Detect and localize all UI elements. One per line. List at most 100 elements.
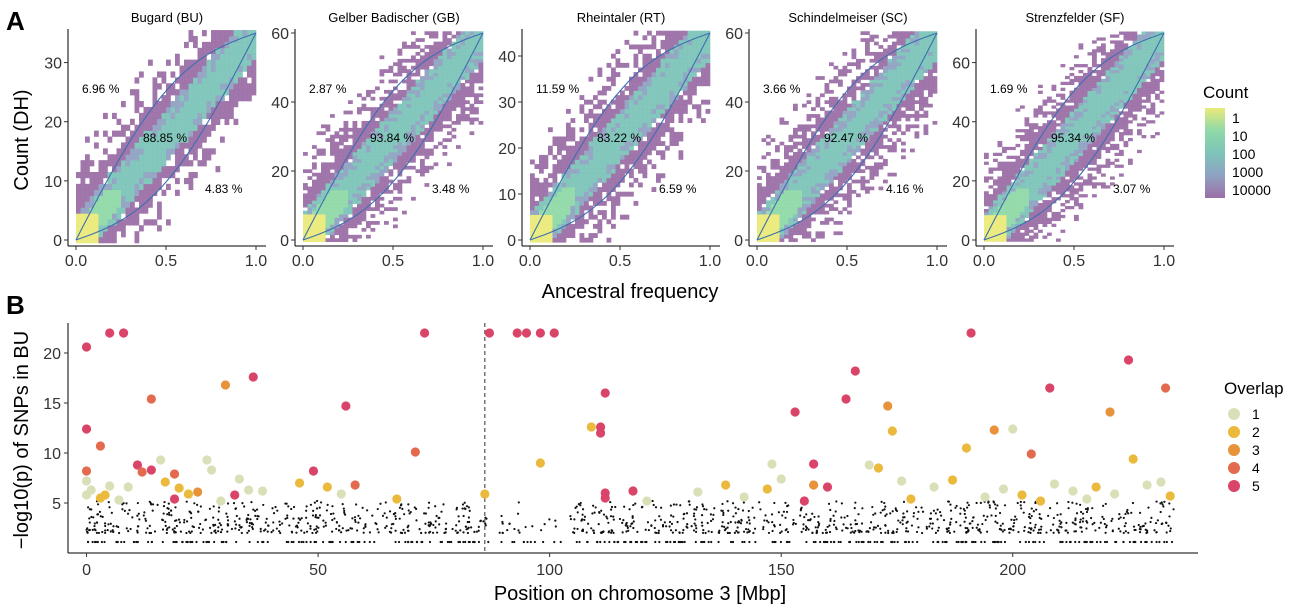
heat-tile (629, 173, 634, 179)
heat-tile (415, 79, 421, 84)
heat-tile (606, 85, 612, 91)
heat-tile (806, 200, 812, 205)
heat-tile (112, 130, 117, 137)
heat-tile (797, 165, 803, 170)
heat-tile (1056, 140, 1061, 145)
heat-tile (98, 225, 104, 232)
heat-tile (121, 130, 126, 137)
heat-tile (901, 62, 906, 67)
heat-tile (424, 51, 430, 56)
heat-tile (429, 114, 434, 118)
heat-tile (838, 231, 843, 236)
heat-tile (442, 117, 448, 122)
heat-tile (570, 210, 576, 215)
heat-tile (633, 95, 639, 100)
heat-tile (552, 233, 558, 238)
heat-tile (997, 200, 1003, 204)
heat-tile (1038, 229, 1043, 233)
heat-tile (1011, 220, 1016, 225)
heat-tile (820, 231, 825, 236)
heat-tile (1038, 146, 1043, 151)
heat-tile (242, 95, 248, 102)
heat-tile (1051, 217, 1057, 222)
heat-tile (984, 155, 989, 159)
heat-tile (674, 72, 679, 77)
heat-tile (811, 183, 816, 187)
heat-tile (665, 67, 670, 73)
heat-tile (460, 114, 466, 118)
heat-tile (611, 145, 616, 151)
heat-tile (597, 164, 603, 169)
heat-tile (433, 93, 439, 98)
heat-tile (1096, 140, 1102, 145)
heat-tile (984, 220, 989, 225)
heat-tile (674, 90, 679, 96)
heat-tile (334, 152, 340, 156)
heat-tile (534, 210, 540, 215)
heat-tile (1042, 143, 1048, 148)
heat-tile (415, 107, 421, 111)
heat-tile (829, 138, 834, 142)
heat-tile (784, 214, 789, 218)
heat-tile (584, 219, 589, 225)
heat-tile (334, 217, 340, 222)
heat-tile (312, 217, 317, 222)
heat-tile (1092, 167, 1097, 171)
heat-tile (761, 186, 767, 191)
heat-tile (1015, 129, 1021, 133)
heat-tile (134, 219, 140, 226)
heat-tile (788, 210, 794, 215)
heat-tile (334, 200, 340, 205)
heat-tile (433, 127, 439, 132)
heat-tile (1101, 58, 1106, 62)
heat-tile (215, 71, 221, 78)
heat-tile (874, 72, 879, 77)
heat-tile (474, 65, 479, 70)
heat-tile (348, 110, 353, 115)
heat-tile (984, 197, 989, 201)
heat-tile (1069, 126, 1075, 130)
heat-tile (597, 136, 603, 142)
heat-tile (683, 49, 688, 54)
heat-tile (415, 141, 421, 146)
heat-tile (384, 89, 389, 94)
heat-tile (534, 177, 540, 183)
heat-tile (1074, 173, 1079, 177)
heat-tile (348, 193, 353, 198)
heat-tile (379, 203, 385, 208)
heat-tile (1119, 120, 1124, 124)
heat-tile (892, 31, 897, 36)
heat-tile (1096, 111, 1102, 115)
heat-tile (1105, 67, 1111, 71)
heat-tile (1060, 123, 1066, 127)
heat-tile (838, 158, 843, 163)
heat-tile (705, 62, 711, 68)
heat-tile (892, 172, 897, 177)
heat-tile (638, 159, 643, 165)
heat-tile (851, 103, 857, 108)
heat-tile (1002, 194, 1007, 198)
heat-tile (1015, 214, 1021, 219)
heat-tile (411, 141, 416, 146)
heat-tile (905, 76, 911, 80)
heat-tile (334, 214, 340, 218)
heat-tile (1038, 161, 1043, 165)
heat-tile (393, 124, 398, 129)
lower-percentage: 3.48 % (432, 182, 470, 196)
heat-tile (629, 150, 634, 156)
heat-tile (1056, 102, 1061, 106)
heat-tile (620, 136, 625, 142)
heat-tile (847, 134, 852, 139)
heat-tile (343, 186, 349, 191)
heat-tile (611, 177, 616, 183)
heat-tile (352, 179, 358, 184)
heat-tile (1038, 149, 1043, 154)
heat-tile (1114, 158, 1120, 162)
heat-tile (624, 154, 630, 160)
heat-tile (1051, 214, 1057, 219)
heat-tile (629, 131, 634, 137)
heat-tile (375, 138, 380, 142)
heat-tile (420, 55, 425, 60)
heat-tile (170, 171, 176, 179)
heat-tile (438, 120, 443, 125)
